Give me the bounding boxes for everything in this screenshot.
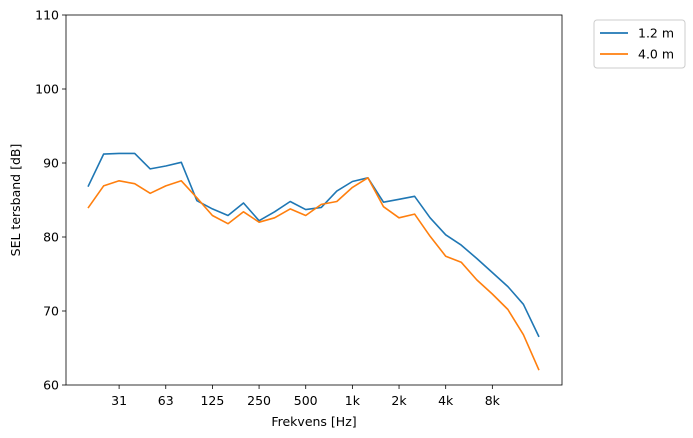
y-axis-label: SEL tersband [dB] (8, 144, 23, 257)
legend: 1.2 m 4.0 m (593, 19, 686, 69)
plot-frame (65, 14, 563, 386)
x-tick-label: 2k (391, 393, 407, 408)
legend-label: 1.2 m (638, 26, 674, 41)
y-tick-label: 70 (43, 304, 59, 319)
legend-box (593, 19, 686, 69)
x-tick-label: 8k (485, 393, 501, 408)
plot-lines (87, 152, 540, 371)
y-tick-label: 100 (35, 82, 59, 97)
series-line-1 (87, 177, 540, 371)
y-tick-label: 80 (43, 230, 59, 245)
x-tick-label: 1k (345, 393, 361, 408)
y-tick-label: 60 (43, 378, 59, 393)
x-tick-label: 63 (158, 393, 174, 408)
x-tick-label: 31 (111, 393, 127, 408)
legend-label: 4.0 m (638, 47, 674, 62)
x-axis-ticks: 31 63 125 250 500 1k 2k 4k 8k (111, 385, 501, 408)
y-axis-ticks: 60 70 80 90 100 110 (35, 8, 66, 393)
x-tick-label: 4k (438, 393, 454, 408)
y-tick-label: 110 (35, 8, 59, 23)
x-tick-label: 125 (200, 393, 224, 408)
x-tick-label: 500 (294, 393, 318, 408)
x-axis-label: Frekvens [Hz] (271, 414, 356, 429)
x-tick-label: 250 (247, 393, 271, 408)
y-tick-label: 90 (43, 156, 59, 171)
series-line-0 (87, 152, 540, 338)
